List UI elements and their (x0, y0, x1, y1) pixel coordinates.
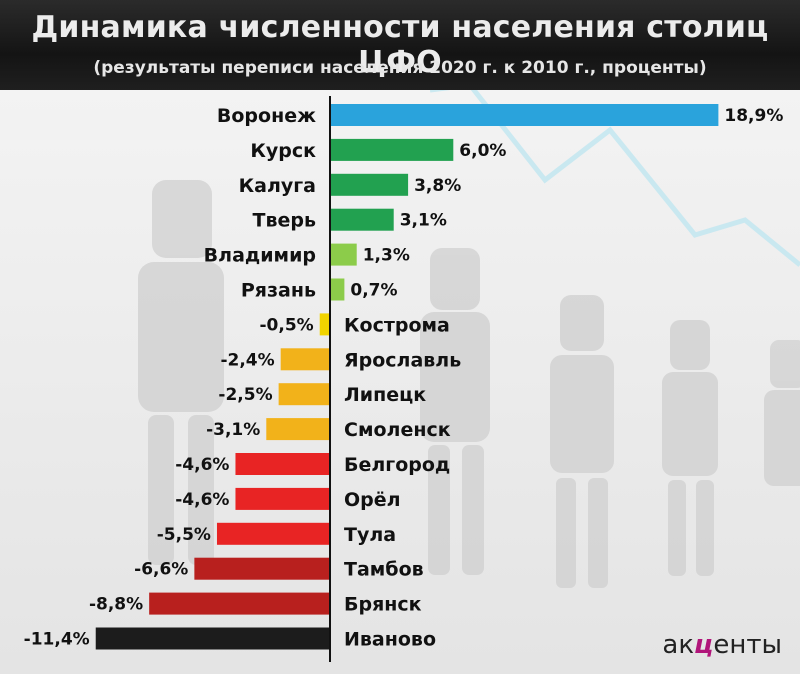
bar (330, 208, 394, 231)
category-label: Брянск (344, 594, 422, 616)
data-label: -2,5% (218, 385, 272, 405)
logo-part-right: енты (713, 630, 782, 660)
brand-logo: акценты (662, 630, 782, 660)
bar (235, 453, 330, 475)
bar (330, 138, 454, 161)
chart-subtitle: (результаты переписи населения 2020 г. к… (93, 58, 707, 78)
category-label: Иваново (344, 629, 436, 651)
category-label: Орёл (344, 489, 401, 511)
bar (330, 278, 345, 301)
bar (266, 418, 330, 441)
bar (330, 173, 409, 196)
bar (149, 592, 330, 615)
bar (330, 243, 357, 266)
category-label: Тамбов (344, 559, 424, 581)
category-label: Тула (344, 524, 396, 546)
category-label: Калуга (239, 175, 316, 197)
category-label: Белгород (344, 454, 450, 476)
bar (95, 627, 330, 650)
chart-header: Динамика численности населения столиц ЦФ… (0, 0, 800, 90)
data-label: -5,5% (157, 525, 211, 545)
data-label: 6,0% (459, 141, 506, 161)
data-label: 3,8% (414, 176, 461, 196)
data-label: -4,6% (175, 455, 229, 475)
bar (278, 383, 330, 406)
data-label: 3,1% (400, 211, 447, 231)
bar (235, 487, 330, 510)
bar (194, 557, 330, 580)
data-label: -8,8% (89, 595, 143, 615)
bar (280, 348, 330, 371)
category-label: Тверь (253, 210, 317, 232)
data-label: -0,5% (260, 315, 314, 335)
bar-chart: Воронеж 18,9% Курск 6,0% Калуга 3,8% Тверь 3,1%… (24, 96, 783, 662)
category-label: Кострома (344, 314, 450, 336)
bar (216, 522, 330, 545)
data-label: 0,7% (350, 281, 397, 301)
data-label: -4,6% (175, 490, 229, 510)
category-label: Владимир (204, 245, 316, 267)
chart-title: Динамика численности населения столиц ЦФ… (31, 10, 769, 80)
data-label: -2,4% (220, 350, 274, 370)
data-label: 18,9% (724, 106, 783, 126)
category-label: Смоленск (344, 419, 451, 441)
data-label: -11,4% (24, 630, 90, 650)
logo-part-left: ак (662, 630, 695, 660)
plot-area: Воронеж 18,9% Курск 6,0% Калуга 3,8% Тверь 3,1%… (0, 90, 800, 674)
data-label: -6,6% (134, 560, 188, 580)
bar (319, 313, 330, 336)
category-label: Курск (250, 140, 316, 162)
category-label: Липецк (344, 384, 426, 406)
logo-part-middle: ц (694, 630, 714, 660)
bar (330, 104, 719, 126)
background-figures-decoration (138, 90, 800, 588)
category-label: Ярославль (344, 349, 461, 371)
category-label: Воронеж (217, 105, 316, 127)
data-label: -3,1% (206, 420, 260, 440)
category-label: Рязань (241, 280, 316, 302)
data-label: 1,3% (363, 246, 410, 266)
